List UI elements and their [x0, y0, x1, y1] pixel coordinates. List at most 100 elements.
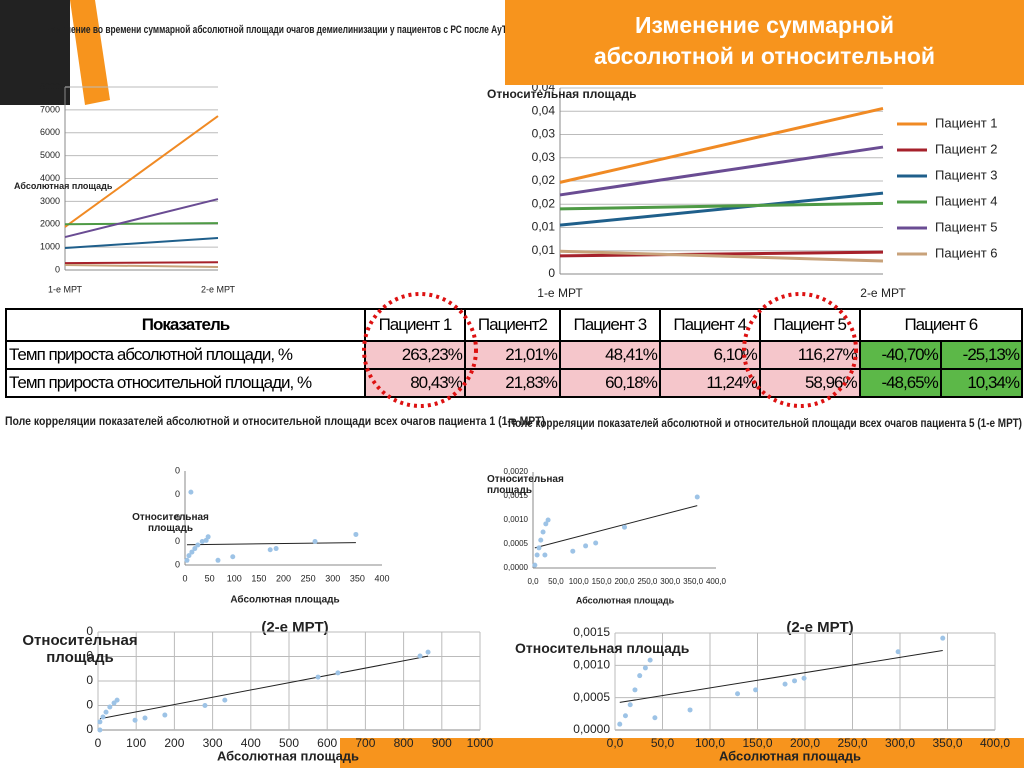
y-tick-label: 0,0005 — [573, 690, 610, 704]
data-point — [195, 542, 201, 548]
y-tick-label: 0,02 — [532, 196, 556, 210]
x-tick-label: 100,0 — [695, 736, 725, 750]
x-tick-label: 400,0 — [706, 577, 727, 586]
series-line — [559, 191, 884, 227]
legend-label: Пациент 5 — [935, 219, 998, 234]
data-point — [542, 552, 548, 558]
chart-title: Поле корреляции показателей абсолютной и… — [5, 414, 545, 428]
data-point — [735, 691, 741, 697]
x-tick-label: 100 — [227, 573, 242, 583]
data-point — [215, 557, 221, 563]
data-point — [627, 702, 633, 708]
data-point — [543, 521, 549, 527]
y-tick-label: 0,03 — [532, 150, 556, 164]
data-point — [273, 546, 279, 552]
data-point — [202, 703, 208, 708]
x-tick-label: 400 — [241, 736, 261, 750]
data-point — [782, 681, 788, 687]
x-tick-label: 300 — [203, 736, 223, 750]
data-point — [622, 713, 628, 719]
x-tick-label: 200,0 — [614, 577, 635, 586]
x-tick-label: 1-е МРТ — [537, 286, 583, 300]
trendline — [619, 650, 943, 703]
x-tick-label: 150 — [251, 573, 266, 583]
data-point — [632, 687, 638, 693]
series-line — [64, 263, 219, 269]
x-tick-label: 2-е МРТ — [201, 284, 236, 294]
series-line — [64, 261, 219, 265]
x-tick-label: 150,0 — [742, 736, 772, 750]
data-point — [353, 531, 359, 537]
y-tick-label: 0,04 — [532, 80, 556, 94]
data-point — [532, 562, 538, 568]
x-axis-label: Абсолютная площадь — [719, 748, 861, 763]
x-tick-label: 50,0 — [651, 736, 675, 750]
y-tick-label: 7000 — [40, 104, 60, 114]
x-tick-label: 200,0 — [790, 736, 820, 750]
y-tick-label: 0,0015 — [573, 625, 610, 639]
x-tick-label: 100,0 — [569, 577, 590, 586]
data-point — [97, 719, 103, 725]
x-tick-label: 0,0 — [527, 577, 539, 586]
data-point — [97, 727, 103, 733]
y-tick-label: 8000 — [40, 81, 60, 91]
legend-label: Пациент 4 — [935, 193, 998, 208]
data-point — [192, 546, 198, 552]
legend-label: Пациент 3 — [935, 167, 998, 182]
footer-bar — [340, 738, 1024, 768]
y-tick-label: 0,02 — [532, 173, 556, 187]
data-point — [801, 675, 807, 681]
y-tick-label: 3000 — [40, 196, 60, 206]
y-tick-label: 0,0010 — [573, 658, 610, 672]
data-point — [335, 670, 341, 676]
data-point — [545, 517, 551, 523]
data-point — [687, 707, 693, 713]
data-point — [114, 697, 120, 703]
trendline — [99, 655, 429, 720]
y-tick-label: 1000 — [40, 242, 60, 252]
data-point — [647, 657, 653, 663]
y-tick-label: 0 — [175, 512, 180, 522]
series-line — [559, 106, 884, 184]
data-point — [642, 665, 648, 671]
x-tick-label: 350 — [350, 573, 365, 583]
data-point — [538, 537, 544, 543]
x-tick-label: 300,0 — [660, 577, 681, 586]
y-tick-label: 0 — [175, 559, 180, 569]
x-tick-label: 600 — [317, 736, 337, 750]
data-point — [205, 534, 211, 540]
y-tick-label: 6000 — [40, 127, 60, 137]
data-point — [230, 554, 236, 560]
y-tick-label: 0 — [175, 536, 180, 546]
y-tick-label: 0,0015 — [504, 491, 529, 500]
data-point — [107, 704, 113, 710]
y-tick-label: 0,0005 — [504, 539, 529, 548]
y-tick-label: 0,0000 — [573, 722, 610, 736]
y-tick-label: 0,0020 — [504, 467, 529, 476]
x-tick-label: 200 — [164, 736, 184, 750]
y-tick-label: 0 — [175, 465, 180, 475]
series-line — [559, 250, 884, 258]
y-tick-label: 0 — [86, 624, 93, 638]
chart-title: Изменение во времени суммарной абсолютно… — [45, 24, 520, 36]
y-tick-label: 4000 — [40, 173, 60, 183]
data-point — [536, 545, 542, 551]
y-tick-label: 0,01 — [532, 243, 556, 257]
x-tick-label: 300,0 — [885, 736, 915, 750]
x-tick-label: 800 — [394, 736, 414, 750]
data-point — [637, 673, 643, 679]
y-tick-label: 0,03 — [532, 127, 556, 141]
y-tick-label: 0 — [548, 266, 555, 280]
y-tick-label: 5000 — [40, 150, 60, 160]
trendline — [534, 505, 698, 549]
data-point — [312, 539, 318, 544]
y-tick-label: 0,04 — [532, 103, 556, 117]
x-tick-label: 250,0 — [837, 736, 867, 750]
y-tick-label: 2000 — [40, 219, 60, 229]
data-point — [652, 715, 658, 721]
legend-label: Пациент 2 — [935, 141, 998, 156]
series-line — [64, 236, 219, 250]
x-tick-label: 0 — [182, 573, 187, 583]
